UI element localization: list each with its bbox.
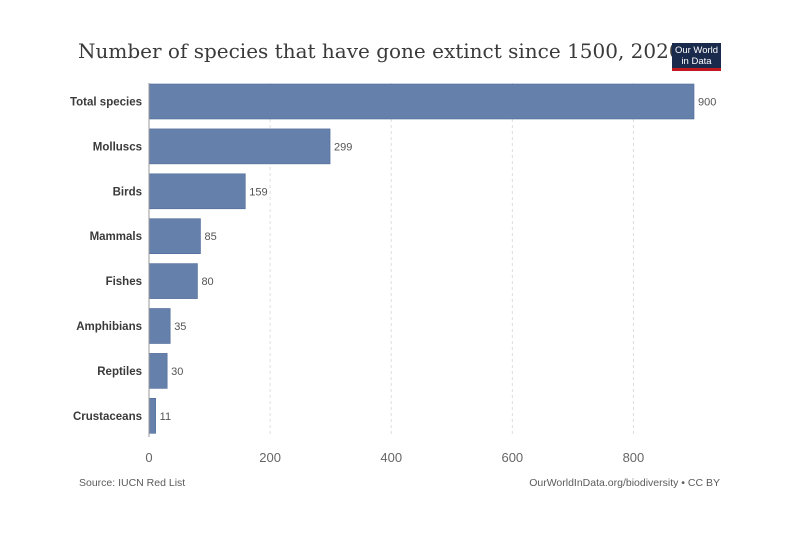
category-label: Birds [113,186,142,198]
bar [148,397,156,434]
bar [148,263,198,299]
x-tick-label: 200 [259,450,281,465]
category-label: Crustaceans [73,411,142,423]
category-label: Total species [70,97,142,109]
category-label: Amphibians [76,321,142,333]
bar [148,308,171,344]
value-label: 35 [174,321,186,333]
x-tick-label: 0 [145,450,152,465]
logo-accent-bar [672,68,721,71]
bar [148,353,168,389]
category-label: Molluscs [93,141,142,153]
value-label: 159 [249,186,267,198]
credit-link[interactable]: OurWorldInData.org/biodiversity • CC BY [529,477,720,489]
category-label: Mammals [90,231,142,243]
category-label: Fishes [106,276,142,288]
value-label: 30 [171,366,183,378]
x-tick-label: 400 [380,450,402,465]
value-label: 80 [201,276,213,288]
bar [148,83,695,120]
value-label: 900 [698,97,716,109]
value-label: 85 [204,231,216,243]
value-label: 11 [160,411,171,423]
value-label: 299 [334,141,352,153]
bar [148,173,246,210]
logo-line-2: in Data [681,55,712,67]
category-label: Reptiles [97,366,142,378]
owid-logo[interactable]: Our World in Data [672,43,721,71]
bar [148,218,201,254]
logo-line-1: Our World [674,45,719,56]
x-tick-label: 800 [623,450,645,465]
x-tick-label: 600 [501,450,523,465]
source-note: Source: IUCN Red List [79,477,186,489]
bar [148,128,331,165]
chart-title: Number of species that have gone extinct… [78,39,682,63]
